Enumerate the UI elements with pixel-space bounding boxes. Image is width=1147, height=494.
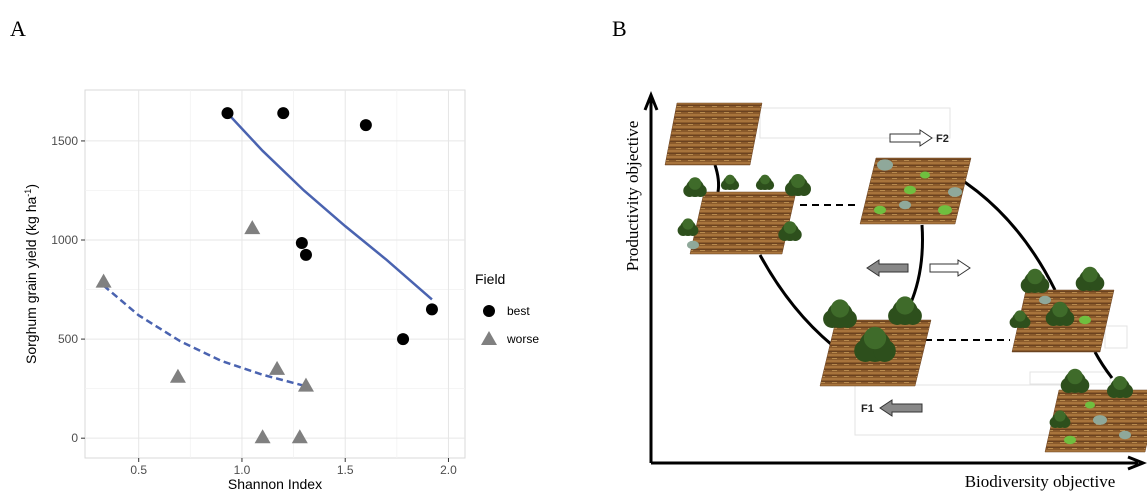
arrow-label: F2 <box>936 133 949 145</box>
legend-title: Field <box>475 271 505 287</box>
flow-arrow <box>879 399 923 417</box>
legend-marker <box>483 305 495 317</box>
tree <box>760 174 770 185</box>
x-tick-label: 0.5 <box>130 463 147 477</box>
bush <box>904 185 916 195</box>
transition-curve <box>1093 351 1114 379</box>
y-tick-label: 1500 <box>51 134 78 148</box>
point <box>397 333 410 346</box>
diagram: F2 F1 <box>643 90 1147 471</box>
point <box>269 360 286 375</box>
point <box>291 429 308 444</box>
point <box>254 429 271 444</box>
fit-line <box>102 284 305 387</box>
tree <box>791 174 805 188</box>
tree <box>725 174 735 185</box>
point <box>359 119 372 132</box>
tree <box>830 299 850 318</box>
plot-background <box>84 89 466 459</box>
bush <box>1119 430 1131 440</box>
tree <box>1067 368 1083 385</box>
fit-line <box>226 112 433 301</box>
bush <box>920 171 930 179</box>
tree <box>783 221 797 234</box>
flow-arrow <box>889 129 933 147</box>
point <box>169 368 186 383</box>
diagram-y-label: Productivity objective <box>623 121 642 272</box>
bush <box>1064 435 1076 445</box>
frame <box>759 107 951 139</box>
point <box>425 303 438 316</box>
y-tick-label: 0 <box>71 431 78 445</box>
tree <box>863 326 887 350</box>
x-axis-label: Shannon Index <box>228 476 322 492</box>
x-tick-label: 1.0 <box>234 463 251 477</box>
y-axis-label-end: ) <box>23 184 39 189</box>
y-axis-label-sup: -1 <box>23 189 33 197</box>
y-tick-label: 500 <box>58 332 78 346</box>
bush <box>899 200 911 210</box>
tree <box>1054 410 1066 422</box>
legend-label: worse <box>506 332 539 346</box>
axis-arrow <box>651 455 1147 471</box>
tree <box>688 177 702 190</box>
x-tick-label: 2.0 <box>440 463 457 477</box>
bush <box>874 205 886 215</box>
tree <box>682 218 694 230</box>
y-axis-label: Sorghum grain yield (kg ha-1) <box>23 184 39 364</box>
tree <box>1113 376 1127 390</box>
flow-arrow <box>929 259 971 277</box>
transition-curve <box>758 254 833 347</box>
axis-arrow <box>643 90 659 463</box>
panel-label: A <box>10 16 26 41</box>
arrow-label: F1 <box>861 403 874 415</box>
transition-curve <box>713 164 721 193</box>
point <box>244 220 261 235</box>
point <box>95 273 112 288</box>
panel-label: B <box>612 16 627 41</box>
tree <box>1014 310 1026 322</box>
point <box>277 107 290 120</box>
tree <box>1052 301 1068 318</box>
point <box>299 248 312 261</box>
point <box>221 107 234 120</box>
flow-arrow <box>866 259 909 277</box>
legend-label: best <box>507 304 530 318</box>
land-tile <box>689 191 797 255</box>
point <box>295 236 308 249</box>
diagram-x-label: Biodiversity objective <box>965 472 1116 491</box>
bush <box>1085 401 1095 409</box>
land-tile <box>664 102 763 166</box>
transition-curve <box>908 224 924 306</box>
frame <box>1104 325 1128 349</box>
tree <box>895 296 915 315</box>
bush <box>1093 415 1107 425</box>
bush <box>1079 315 1091 325</box>
x-tick-label: 1.5 <box>337 463 354 477</box>
bush <box>938 205 952 215</box>
bush <box>1039 295 1051 305</box>
y-tick-label: 1000 <box>51 233 78 247</box>
tree <box>1082 266 1098 283</box>
legend-marker <box>481 331 497 345</box>
bush <box>948 187 962 197</box>
point <box>297 377 314 392</box>
tree <box>1027 268 1043 285</box>
bush <box>877 159 893 171</box>
y-axis-label-text: Sorghum grain yield (kg ha <box>23 196 39 364</box>
bush <box>687 240 699 250</box>
